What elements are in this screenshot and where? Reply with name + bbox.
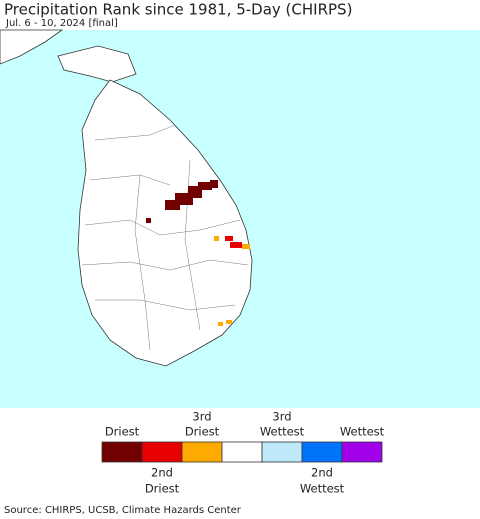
legend-swatch [261,441,303,463]
legend-label: 2nd [311,466,333,480]
pixel [225,236,233,241]
pixel [218,322,223,326]
legend-label: 3rd [272,410,291,424]
legend-swatch [101,441,143,463]
pixel [198,182,212,190]
legend-label: Wettest [300,482,345,496]
legend-swatch [341,441,383,463]
legend-label: Wettest [260,425,305,439]
pixel [146,218,151,223]
legend-label: Wettest [340,425,385,439]
source: Source: CHIRPS, UCSB, Climate Hazards Ce… [4,505,242,516]
india-coast [0,29,64,65]
district-lines [81,124,249,351]
map [0,29,253,367]
legend-swatch [181,441,223,463]
jaffna [57,45,137,83]
legend-label: Driest [185,425,220,439]
legend-swatch [221,441,263,463]
legend-swatch [141,441,183,463]
legend-label: Driest [105,425,140,439]
sri-lanka [77,79,253,367]
legend-swatch [301,441,343,463]
rank-pixels [146,180,250,326]
subtitle: Jul. 6 - 10, 2024 [final] [5,18,118,29]
pixel [210,180,218,188]
title: Precipitation Rank since 1981, 5-Day (CH… [4,1,352,19]
pixel [242,244,250,249]
pixel [214,236,219,241]
pixel [226,320,232,324]
legend-label: Driest [145,482,180,496]
pixel [230,242,242,248]
legend-label: 2nd [151,466,173,480]
legend: Driest2ndDriest3rdDriest3rdWettest2ndWet… [101,410,385,496]
legend-label: 3rd [192,410,211,424]
pixel [165,200,180,210]
